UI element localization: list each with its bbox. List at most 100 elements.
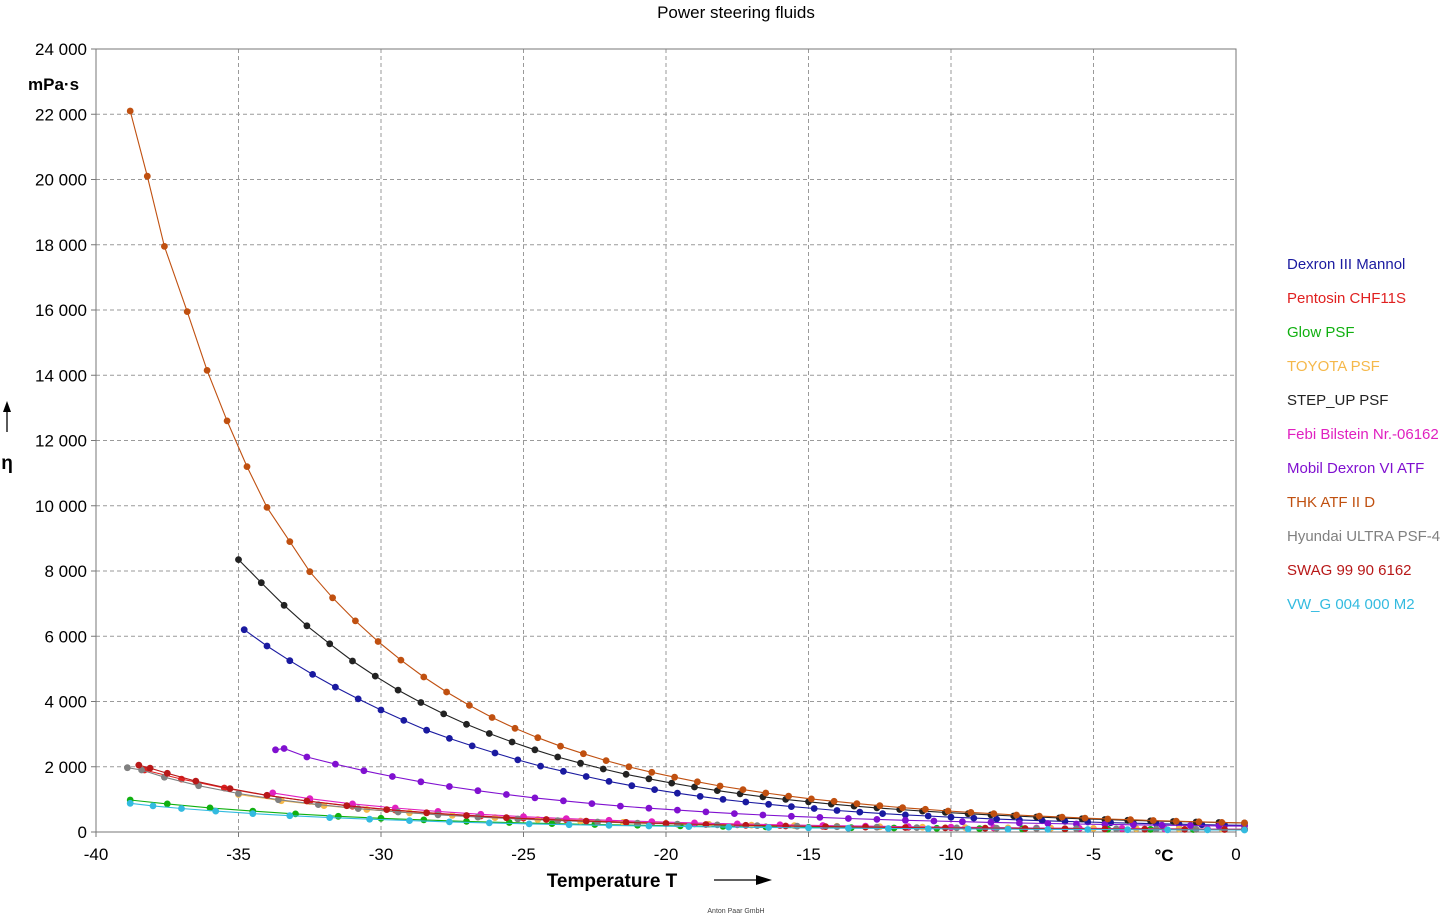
data-point: [964, 825, 972, 833]
data-point: [822, 823, 829, 830]
legend-item[interactable]: VW_G 004 000 M2: [1287, 596, 1415, 613]
data-point: [161, 243, 168, 250]
series-1: [240, 626, 1248, 829]
data-point: [434, 811, 442, 819]
legend-item[interactable]: Pentosin CHF11S: [1287, 290, 1406, 307]
data-point: [941, 824, 949, 832]
y-tick-label: 10 000: [35, 497, 87, 516]
data-point: [691, 783, 698, 791]
x-tick-label: -10: [939, 845, 964, 864]
data-point: [374, 638, 382, 645]
data-point: [240, 626, 248, 634]
data-point: [602, 757, 610, 764]
data-point: [959, 818, 966, 826]
data-point: [326, 814, 334, 821]
data-point: [503, 814, 510, 822]
data-point: [853, 800, 861, 807]
data-point: [1044, 820, 1052, 827]
data-point: [1013, 811, 1020, 819]
data-point: [531, 794, 539, 802]
x-tick-label: -5: [1086, 845, 1101, 864]
data-point: [651, 786, 658, 793]
y-tick-label: 8 000: [44, 562, 87, 581]
data-point: [220, 784, 228, 792]
data-point: [326, 640, 334, 648]
x-tick-label: -40: [84, 845, 109, 864]
legend-item[interactable]: Dexron III Mannol: [1287, 256, 1405, 273]
x-tick-label: -15: [796, 845, 821, 864]
legend-item[interactable]: Hyundai ULTRA PSF-4: [1287, 528, 1440, 545]
data-point: [1164, 826, 1171, 834]
data-point: [272, 746, 279, 754]
data-point: [560, 797, 567, 805]
data-point: [508, 738, 516, 746]
y-axis-ticks: 0 2 000 4 000 6 000 8 000 10 000 12 000 14 000 1…: [35, 40, 96, 842]
legend-item[interactable]: Glow PSF: [1287, 324, 1355, 341]
data-point: [126, 799, 134, 807]
data-point: [759, 811, 767, 819]
data-point: [981, 824, 989, 832]
data-point: [531, 746, 539, 754]
data-point: [468, 742, 476, 750]
data-point: [511, 724, 519, 732]
y-tick-label: 14 000: [35, 366, 87, 385]
data-point: [360, 767, 368, 775]
legend-item[interactable]: Febi Bilstein Nr.-06162: [1287, 426, 1439, 443]
y-tick-label: 24 000: [35, 40, 87, 59]
data-point: [731, 810, 738, 817]
data-point: [503, 791, 510, 798]
data-point: [554, 753, 562, 761]
data-point: [924, 825, 932, 833]
x-tick-label: -25: [511, 845, 536, 864]
data-point: [474, 813, 482, 821]
data-point: [286, 812, 294, 820]
legend: Dexron III Mannol Pentosin CHF11S Glow PSF…: [1287, 256, 1440, 613]
legend-item[interactable]: Mobil Dexron VI ATF: [1287, 460, 1424, 477]
legend-item[interactable]: THK ATF II D: [1287, 494, 1375, 511]
x-tick-label: -30: [369, 845, 394, 864]
series-line: [129, 110, 1245, 824]
data-point: [716, 782, 724, 790]
data-point: [1058, 813, 1066, 821]
data-point: [990, 810, 998, 818]
data-point: [694, 778, 701, 786]
data-point: [1130, 821, 1137, 829]
data-point: [902, 816, 909, 824]
data-point: [588, 800, 596, 807]
data-point: [514, 756, 522, 764]
data-point: [303, 622, 311, 630]
data-point: [1104, 815, 1112, 823]
data-point: [275, 796, 282, 804]
data-point: [394, 686, 402, 694]
data-point: [1035, 812, 1043, 820]
data-point: [440, 710, 448, 718]
data-point: [400, 717, 408, 724]
data-point: [1172, 817, 1180, 825]
data-point: [1127, 816, 1134, 824]
series-11: [126, 799, 1248, 834]
legend-item[interactable]: TOYOTA PSF: [1287, 358, 1380, 375]
series-line: [243, 629, 1245, 826]
data-point: [605, 822, 613, 829]
data-point: [406, 817, 413, 824]
data-point: [135, 761, 143, 769]
data-point: [226, 785, 234, 792]
data-point: [599, 765, 607, 773]
data-point: [163, 800, 171, 808]
data-point: [525, 820, 533, 828]
data-point: [446, 783, 453, 790]
x-axis-label: Temperature T: [547, 871, 678, 892]
legend-item[interactable]: STEP_UP PSF: [1287, 392, 1388, 409]
data-point: [622, 819, 630, 826]
legend-item[interactable]: SWAG 99 90 6162: [1287, 562, 1412, 579]
data-point: [269, 789, 277, 797]
data-point: [332, 683, 339, 691]
data-point: [645, 822, 653, 830]
data-point: [491, 749, 499, 757]
data-point: [280, 601, 288, 609]
y-tick-label: 6 000: [44, 627, 87, 646]
data-point: [785, 792, 792, 800]
data-point: [645, 804, 653, 812]
data-point: [808, 795, 815, 803]
